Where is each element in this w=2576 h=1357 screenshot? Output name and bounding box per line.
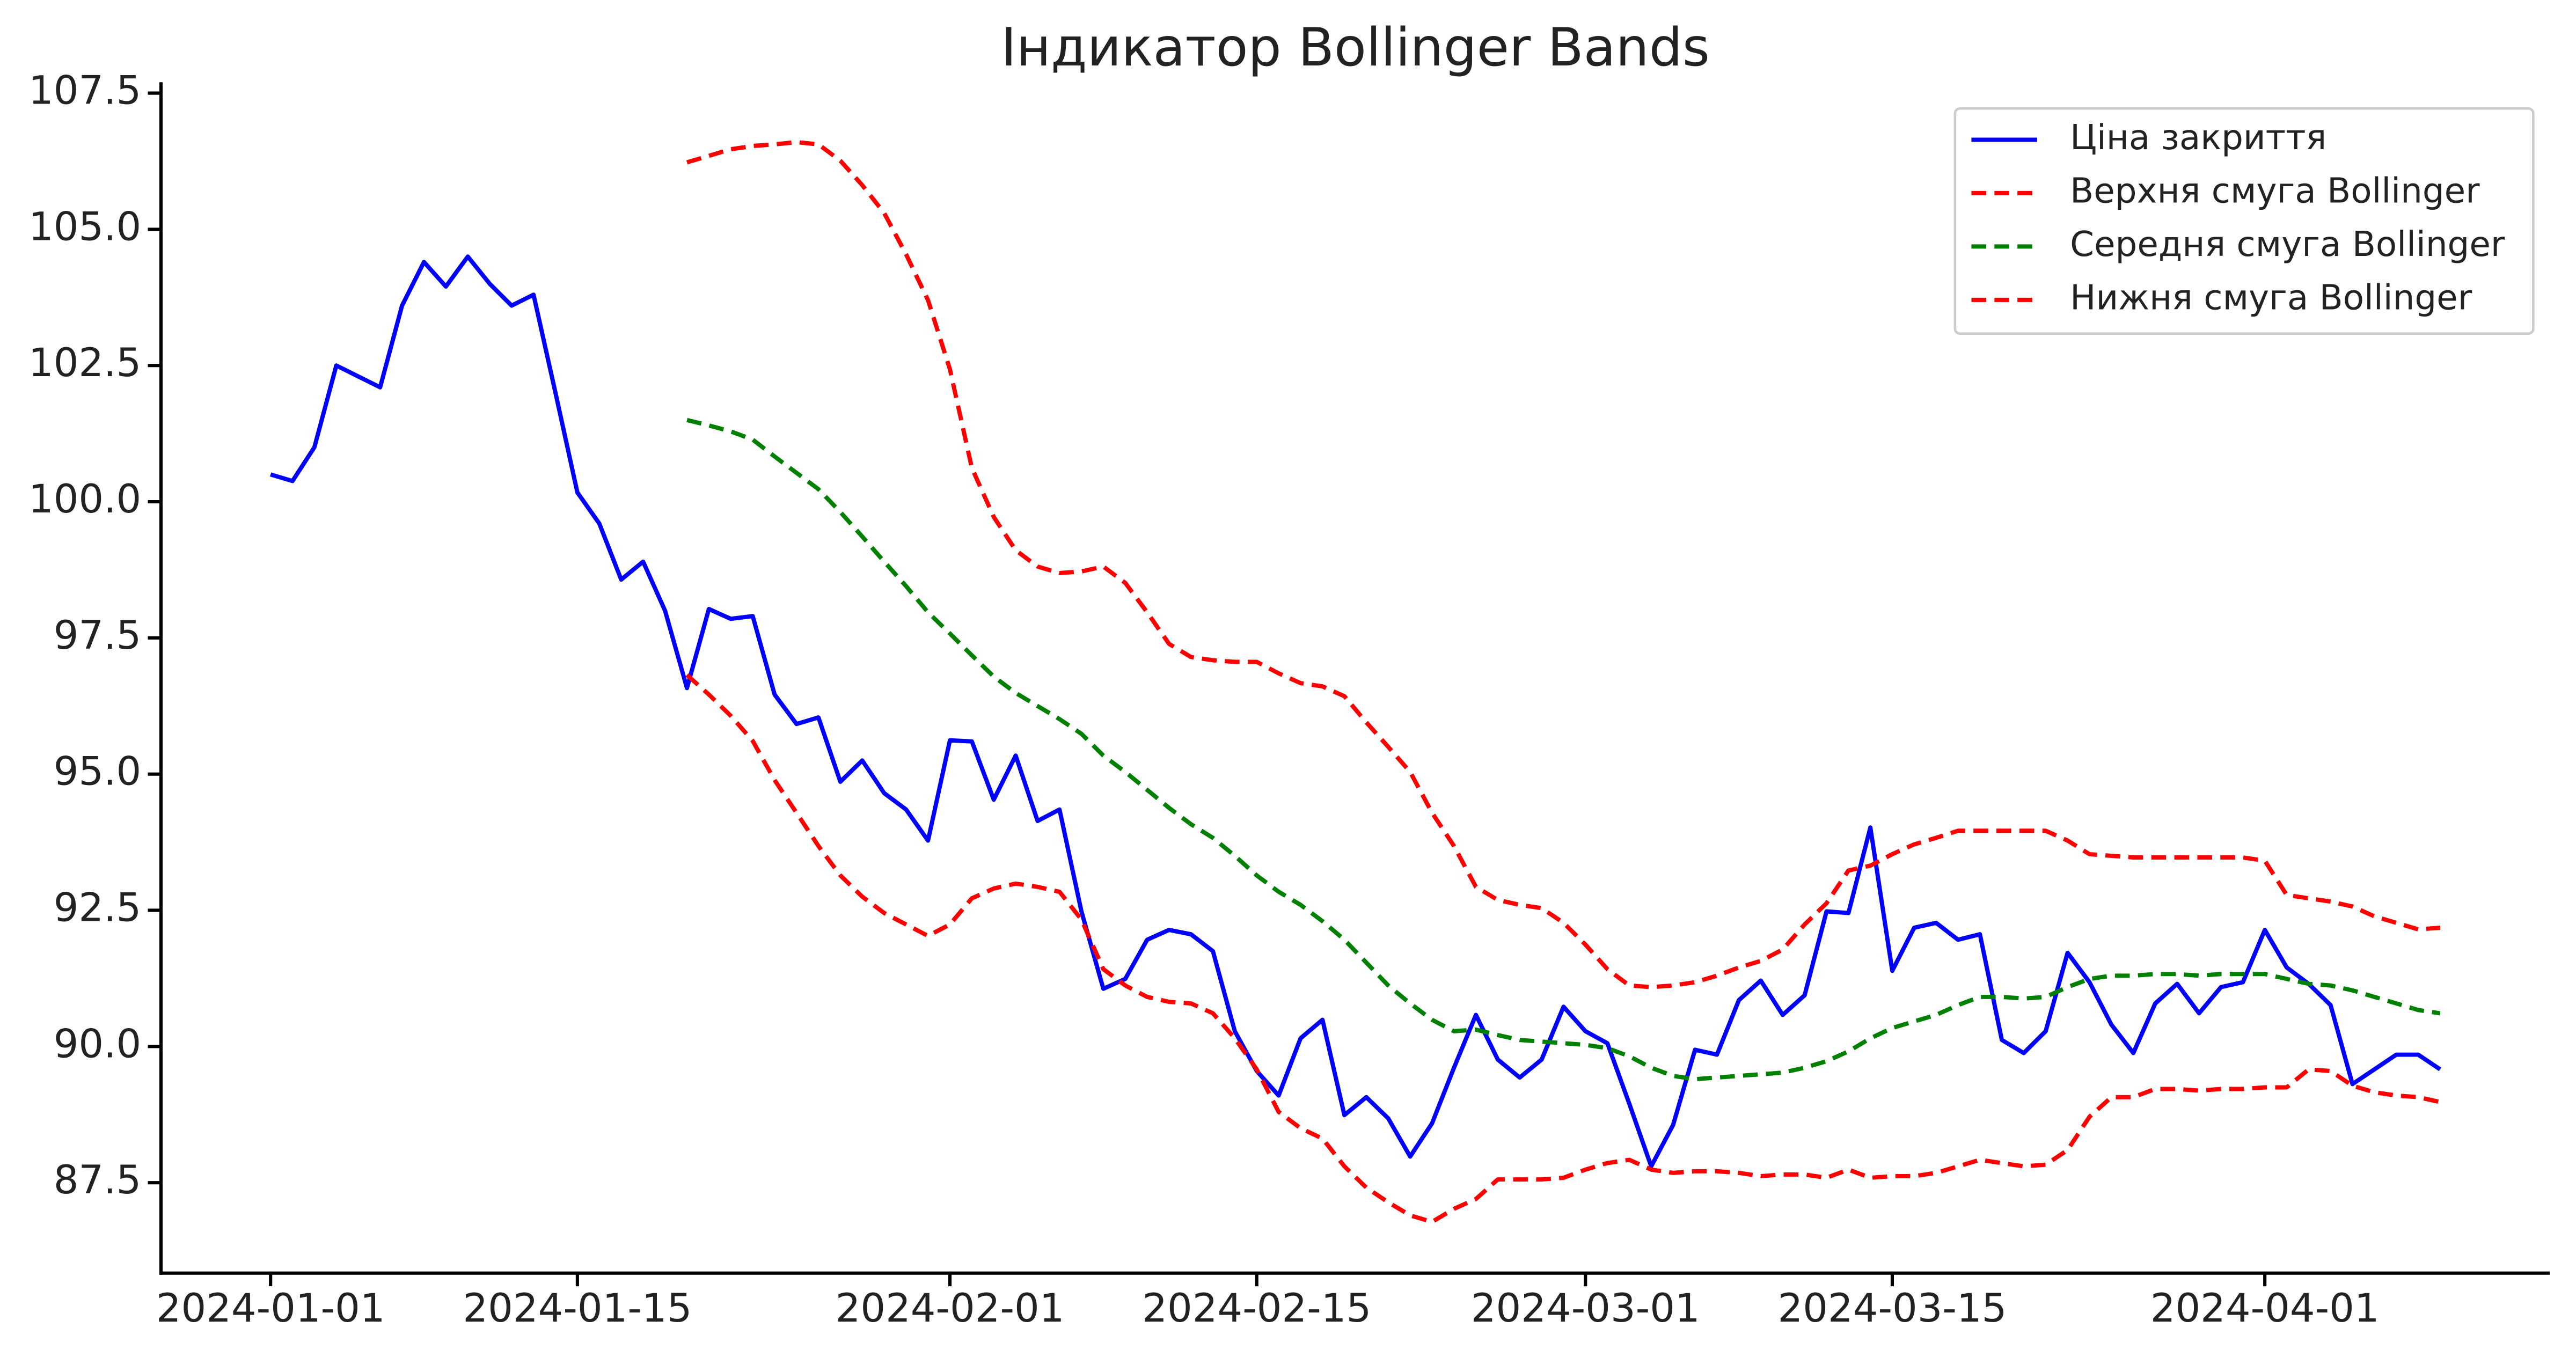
x-tick-label: 2024-02-01: [836, 1286, 1065, 1331]
y-tick-label: 102.5: [28, 340, 141, 386]
legend-label: Ціна закриття: [2070, 118, 2326, 158]
y-tick-label: 90.0: [54, 1021, 142, 1067]
series-line: [685, 673, 2441, 1224]
y-tick-label: 107.5: [28, 68, 141, 114]
series-line: [686, 417, 2441, 1082]
y-tick-label: 87.5: [54, 1157, 142, 1203]
legend-box: [1953, 107, 2535, 335]
x-tick-label: 2024-01-15: [463, 1286, 692, 1331]
x-tick-label: 2024-03-15: [1778, 1286, 2007, 1331]
x-tick-label: 2024-01-01: [156, 1286, 385, 1331]
y-tick-label: 97.5: [54, 613, 142, 658]
y-tick-label: 100.0: [28, 476, 141, 522]
series-line: [686, 140, 2441, 989]
y-tick-label: 95.0: [54, 749, 142, 795]
x-tick-label: 2024-04-01: [2150, 1286, 2380, 1331]
series-line: [270, 254, 2442, 1169]
y-tick-label: 105.0: [28, 204, 141, 250]
legend-label: Нижня смуга Bollinger: [2070, 277, 2472, 318]
chart-title: Індикатор Bollinger Bands: [1001, 17, 1710, 78]
legend-label: Середня смуга Bollinger: [2070, 224, 2505, 265]
legend: Ціна закриття Верхня смуга Bollinger Серед…: [1953, 107, 2535, 335]
x-tick-label: 2024-02-15: [1142, 1286, 1371, 1331]
x-tick-label: 2024-03-01: [1471, 1286, 1700, 1331]
legend-label: Верхня смуга Bollinger: [2070, 171, 2480, 211]
y-tick-label: 92.5: [54, 885, 142, 931]
